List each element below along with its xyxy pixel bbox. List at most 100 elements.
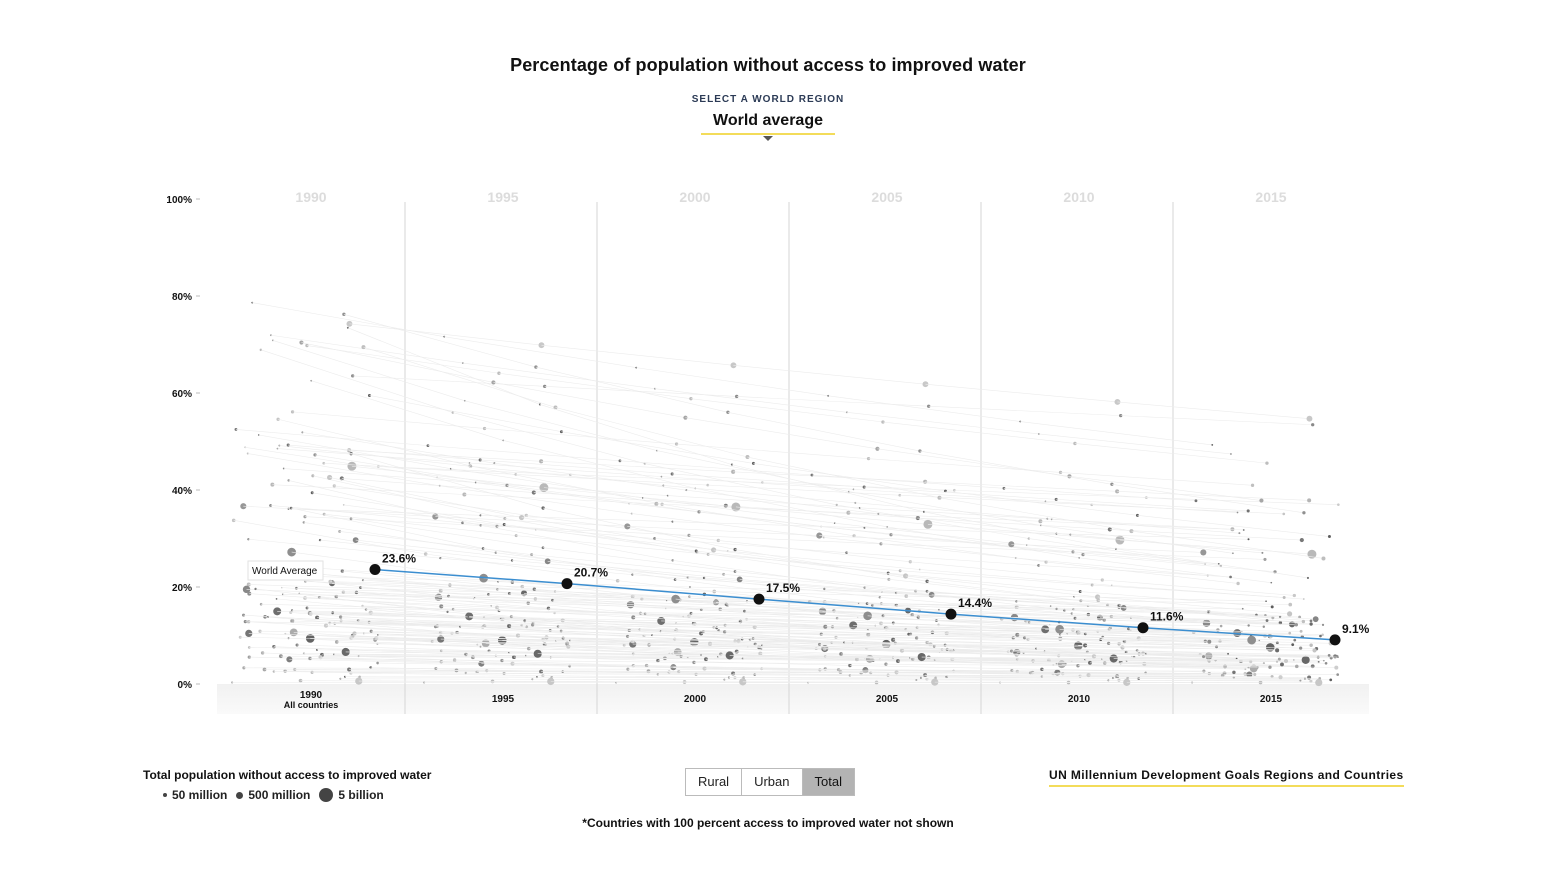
country-dot[interactable]	[1247, 509, 1250, 512]
country-dot[interactable]	[1229, 576, 1232, 579]
country-dot[interactable]	[1247, 624, 1249, 626]
country-dot[interactable]	[1322, 624, 1324, 626]
country-dot[interactable]	[1263, 662, 1265, 664]
country-dot[interactable]	[1302, 511, 1305, 514]
country-dot[interactable]	[1215, 645, 1218, 648]
country-dot[interactable]	[1302, 620, 1305, 623]
country-dot[interactable]	[1243, 529, 1245, 531]
toggle-total[interactable]: Total	[803, 769, 854, 795]
country-dot[interactable]	[1263, 626, 1265, 628]
country-dot[interactable]	[1253, 673, 1256, 676]
country-dot[interactable]	[1302, 656, 1310, 664]
country-dot[interactable]	[1303, 598, 1305, 600]
country-dot[interactable]	[1204, 640, 1207, 643]
country-dot[interactable]	[1268, 666, 1271, 669]
country-dot[interactable]	[1328, 654, 1331, 657]
country-dot[interactable]	[1299, 680, 1301, 682]
country-dot[interactable]	[1312, 648, 1316, 652]
country-dot[interactable]	[1300, 538, 1304, 542]
country-dot[interactable]	[1323, 660, 1325, 662]
country-dot[interactable]	[1249, 660, 1252, 663]
country-dot[interactable]	[1241, 631, 1243, 633]
country-dot[interactable]	[1337, 503, 1340, 506]
country-dot[interactable]	[1280, 662, 1284, 666]
country-dot[interactable]	[1288, 603, 1292, 607]
country-dot[interactable]	[1310, 619, 1313, 622]
country-dot[interactable]	[1218, 640, 1221, 643]
country-dot[interactable]	[1248, 538, 1250, 540]
country-dot[interactable]	[1220, 625, 1223, 628]
country-dot[interactable]	[1259, 498, 1263, 502]
country-dot[interactable]	[1237, 512, 1239, 514]
country-dot[interactable]	[1218, 563, 1220, 565]
country-dot[interactable]	[1328, 535, 1331, 538]
country-dot[interactable]	[1299, 647, 1302, 650]
country-dot[interactable]	[1295, 665, 1299, 669]
country-dot[interactable]	[1202, 655, 1205, 658]
country-trend-line	[847, 412, 1039, 434]
country-dot[interactable]	[1265, 600, 1267, 602]
country-dot[interactable]	[1318, 661, 1320, 663]
country-dot[interactable]	[1227, 653, 1229, 655]
country-dot[interactable]	[1247, 636, 1256, 645]
country-dot[interactable]	[1293, 594, 1296, 597]
country-dot[interactable]	[1291, 643, 1294, 646]
country-dot[interactable]	[1204, 563, 1206, 565]
country-dot[interactable]	[1337, 656, 1339, 658]
country-dot[interactable]	[1319, 635, 1322, 638]
country-dot[interactable]	[1265, 461, 1268, 464]
mdg-regions-link[interactable]: UN Millennium Development Goals Regions …	[1049, 768, 1404, 787]
country-dot[interactable]	[1334, 666, 1338, 670]
country-dot[interactable]	[1261, 552, 1263, 554]
country-dot[interactable]	[1307, 416, 1313, 422]
country-dot[interactable]	[1313, 616, 1319, 622]
country-dot[interactable]	[1270, 582, 1272, 584]
country-dot[interactable]	[1207, 640, 1211, 644]
country-dot[interactable]	[1311, 664, 1315, 668]
country-dot[interactable]	[1232, 552, 1234, 554]
country-dot[interactable]	[1295, 623, 1298, 626]
country-dot[interactable]	[1336, 673, 1339, 676]
country-dot[interactable]	[1288, 632, 1291, 635]
country-dot[interactable]	[1300, 630, 1303, 633]
country-dot[interactable]	[1275, 648, 1279, 652]
country-dot[interactable]	[1325, 662, 1328, 665]
country-dot[interactable]	[1278, 675, 1282, 679]
country-dot[interactable]	[1309, 644, 1312, 647]
country-dot[interactable]	[1278, 658, 1281, 661]
country-dot[interactable]	[1271, 675, 1274, 678]
toggle-rural[interactable]: Rural	[686, 769, 742, 795]
country-dot[interactable]	[1238, 532, 1240, 534]
country-dot[interactable]	[1266, 619, 1269, 622]
country-dot[interactable]	[1293, 639, 1296, 642]
toggle-urban[interactable]: Urban	[742, 769, 802, 795]
country-dot[interactable]	[1283, 596, 1286, 599]
country-dot[interactable]	[1321, 556, 1325, 560]
country-dot[interactable]	[1207, 611, 1209, 613]
country-dot[interactable]	[1307, 676, 1311, 680]
country-dot[interactable]	[1307, 577, 1309, 579]
country-dot[interactable]	[1315, 679, 1322, 686]
country-dot[interactable]	[1333, 654, 1337, 658]
country-dot[interactable]	[1263, 558, 1266, 561]
country-dot[interactable]	[1251, 484, 1254, 487]
country-dot[interactable]	[1271, 605, 1274, 608]
country-dot[interactable]	[1232, 671, 1235, 674]
country-trend-line	[334, 486, 526, 515]
country-dot[interactable]	[1309, 622, 1312, 625]
country-dot[interactable]	[1195, 499, 1198, 502]
country-dot[interactable]	[1317, 656, 1320, 659]
country-dot[interactable]	[1284, 659, 1288, 663]
country-dot[interactable]	[1311, 423, 1314, 426]
country-dot[interactable]	[1211, 444, 1213, 446]
country-trend-line	[344, 314, 536, 367]
country-dot[interactable]	[1200, 549, 1206, 555]
country-dot[interactable]	[1242, 608, 1244, 610]
country-dot[interactable]	[1230, 453, 1232, 455]
country-dot[interactable]	[1282, 513, 1285, 516]
country-dot[interactable]	[1307, 498, 1311, 502]
country-dot[interactable]	[1329, 678, 1332, 681]
country-dot[interactable]	[1287, 611, 1292, 616]
country-dot[interactable]	[1216, 628, 1219, 631]
country-dot[interactable]	[1236, 582, 1239, 585]
